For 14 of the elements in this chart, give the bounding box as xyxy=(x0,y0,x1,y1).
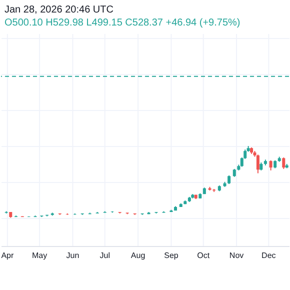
x-tick-label: Jul xyxy=(100,251,110,260)
chart-subtitle: O500.10 H529.98 L499.15 C528.37 +46.94 (+9.75%) xyxy=(4,18,240,28)
x-tick-label: Dec xyxy=(262,251,276,260)
x-tick-label: Sep xyxy=(164,251,179,260)
x-tick-label: Jun xyxy=(66,251,80,260)
x-tick-label: Aug xyxy=(130,251,146,260)
x-tick-label: Apr xyxy=(1,251,14,260)
candlestick xyxy=(269,160,272,171)
candlestick xyxy=(282,156,286,170)
x-tick-label: May xyxy=(32,251,48,260)
x-tick-label: Oct xyxy=(197,251,210,260)
x-tick-label: Nov xyxy=(229,251,244,260)
candlestick xyxy=(256,154,260,174)
chart-title: Jan 28, 2026 20:46 UTC xyxy=(4,4,114,16)
